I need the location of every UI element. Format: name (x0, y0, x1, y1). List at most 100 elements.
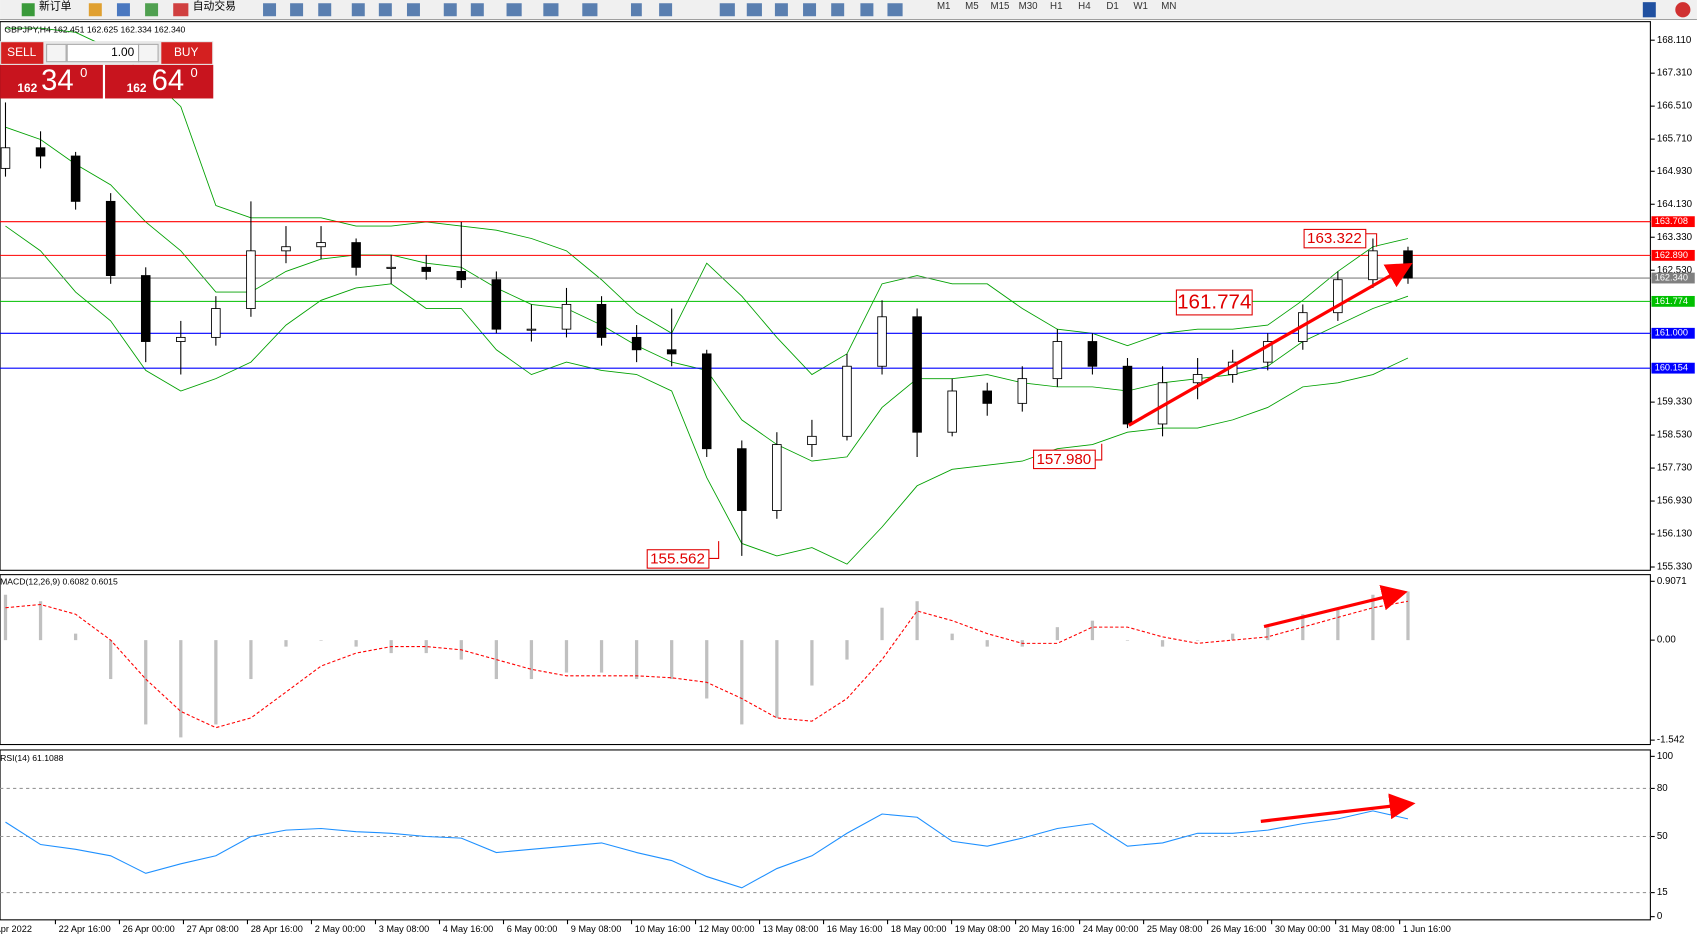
sell-label[interactable]: SELL (7, 45, 36, 59)
toolbar-icon[interactable] (746, 3, 762, 17)
macd-bar (214, 640, 218, 725)
y-tick-label: 0.00 (1657, 635, 1677, 646)
x-tick-label: 1 Jun 16:00 (1403, 924, 1451, 934)
timeframe-button[interactable]: M30 (1019, 1, 1039, 12)
macd-bar (880, 607, 884, 641)
macd-bar (634, 640, 639, 680)
toolbar-icon[interactable] (659, 3, 673, 17)
toolbar-icon[interactable] (630, 3, 642, 17)
toolbar-icon[interactable] (443, 3, 457, 17)
lot-up[interactable] (138, 43, 159, 63)
macd-bar (670, 640, 674, 680)
new-order-icon[interactable] (21, 3, 35, 17)
toolbar-icon[interactable] (145, 3, 159, 17)
chart-title: GBPJPY,H4 162.451 162.625 162.334 162.34… (4, 25, 185, 35)
candle-body (561, 303, 572, 330)
toolbar-icon[interactable] (406, 3, 420, 17)
toolbar-icon[interactable] (887, 3, 903, 17)
ask-small[interactable]: 162 (127, 81, 147, 95)
ask-box[interactable] (105, 64, 214, 99)
bid-big[interactable]: 34 (41, 65, 73, 97)
macd-bar (1336, 607, 1340, 641)
candle-body (807, 435, 817, 446)
candle-body (491, 279, 502, 330)
buy-button[interactable] (161, 42, 213, 64)
candle-body (0, 147, 11, 169)
toolbar-icon[interactable] (774, 3, 788, 17)
auto-trading-icon[interactable] (173, 3, 189, 17)
timeframe-button[interactable]: M1 (937, 1, 951, 12)
auto-trading-button[interactable]: 自动交易 (193, 0, 236, 12)
price-level-label: 163.708 (1655, 216, 1688, 226)
x-tick-label: Apr 2022 (0, 924, 32, 934)
toolbar-icon[interactable] (318, 3, 332, 17)
macd-bar (950, 633, 954, 641)
alert-icon[interactable] (1675, 2, 1691, 18)
toolbar-icon[interactable] (351, 3, 365, 17)
x-tick-label: 3 May 08:00 (379, 924, 430, 934)
candle-body (526, 328, 537, 331)
toolbar-icon[interactable] (506, 3, 522, 17)
macd-bar (845, 640, 849, 660)
macd-bar (1231, 633, 1235, 641)
candle-body (912, 316, 922, 433)
bid-sup[interactable]: 0 (80, 65, 87, 80)
x-tick-label: 9 May 08:00 (571, 924, 622, 934)
toolbar-icon[interactable] (803, 3, 817, 17)
toolbar-icon[interactable] (543, 3, 559, 17)
price-level-label: 161.000 (1655, 328, 1688, 338)
macd-bar (179, 640, 183, 738)
toolbar-icon[interactable] (719, 3, 735, 17)
new-order-button[interactable]: 新订单 (39, 0, 72, 12)
toolbar-icon[interactable] (290, 3, 304, 17)
search-icon[interactable] (1642, 2, 1656, 18)
x-tick-label: 30 May 00:00 (1275, 924, 1331, 934)
toolbar-icon[interactable] (831, 3, 845, 17)
timeframe-button[interactable]: H1 (1050, 1, 1062, 12)
macd-signal (5, 600, 1409, 729)
macd-bar (354, 640, 358, 647)
toolbar-icon[interactable] (88, 3, 102, 17)
timeframe-bar: M1 M5 M15 M30 H1 H4 D1 W1 MN (937, 1, 1176, 12)
x-tick-label: 2 May 00:00 (315, 924, 366, 934)
candle-body (1087, 341, 1098, 367)
x-tick-label: 31 May 08:00 (1339, 924, 1395, 934)
macd-bar (1125, 640, 1130, 641)
price-level-label: 162.890 (1655, 250, 1688, 260)
y-tick-label: 156.130 (1657, 529, 1693, 540)
main-chart: 168.110 167.310 166.510 165.710 164.930 164.1… (0, 27, 1695, 934)
candle-body (281, 246, 291, 252)
toolbar-icon[interactable] (116, 3, 130, 17)
ask-big[interactable]: 64 (152, 65, 184, 97)
sell-button[interactable] (1, 42, 44, 64)
y-tick-label: 0 (1657, 911, 1663, 922)
ask-sup[interactable]: 0 (191, 65, 198, 80)
candle-body (596, 303, 607, 338)
macd-bar (3, 594, 8, 641)
toolbar-icon[interactable] (860, 3, 874, 17)
bid-small[interactable]: 162 (17, 81, 37, 95)
macd-chart: 0.9071 0.00 -1.542 (3, 576, 1687, 746)
timeframe-button[interactable]: W1 (1133, 1, 1148, 12)
candle-body (176, 336, 186, 342)
lot-down[interactable] (46, 43, 67, 63)
candle-body (1122, 365, 1133, 425)
toolbar-icon[interactable] (263, 3, 277, 17)
bid-box[interactable] (0, 64, 103, 99)
toolbar-icon[interactable] (378, 3, 392, 17)
buy-label[interactable]: BUY (174, 45, 199, 59)
x-tick-label: 27 Apr 08:00 (187, 924, 239, 934)
timeframe-button[interactable]: H4 (1078, 1, 1091, 12)
timeframe-button[interactable]: M15 (991, 1, 1010, 12)
timeframe-button[interactable]: M5 (965, 1, 979, 12)
timeframe-button[interactable]: D1 (1106, 1, 1118, 12)
candle-body (737, 448, 747, 511)
lot-value[interactable]: 1.00 (111, 45, 135, 59)
macd-bar (319, 640, 323, 641)
y-tick-label: 163.330 (1657, 232, 1693, 243)
toolbar-icon[interactable] (582, 3, 598, 17)
timeframe-button[interactable]: MN (1161, 1, 1176, 12)
toolbar-icon[interactable] (470, 3, 484, 17)
candle-body (947, 390, 957, 433)
macd-bar (529, 640, 534, 680)
